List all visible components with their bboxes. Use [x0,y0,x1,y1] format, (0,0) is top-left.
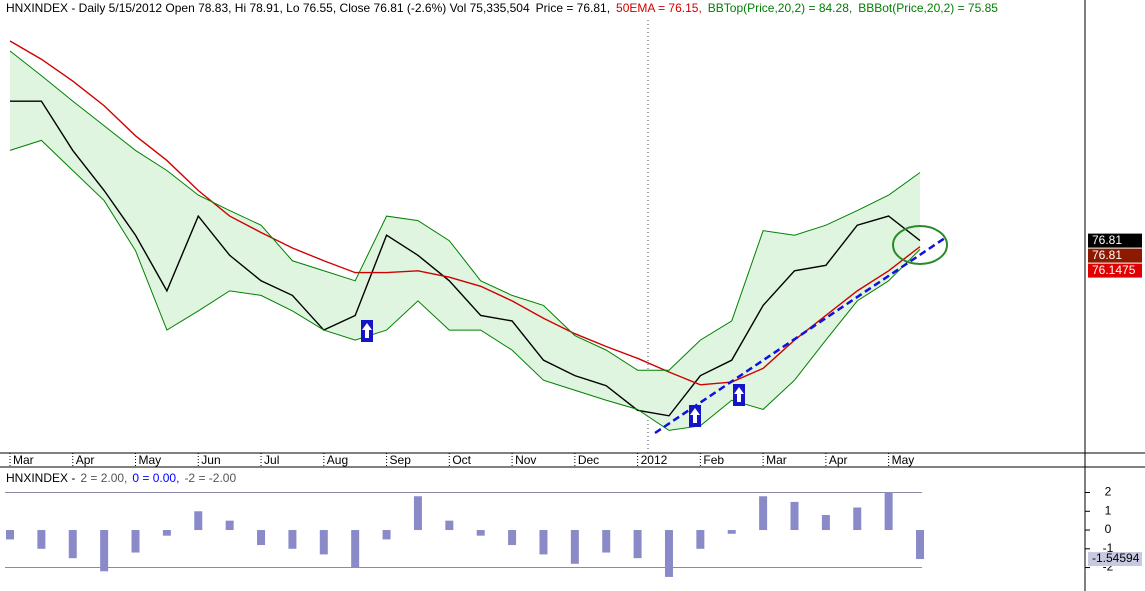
price-line [10,100,921,417]
oscillator-bar [633,530,642,559]
osc-title: HNXINDEX - [6,471,75,485]
bb-top-line [9,50,921,371]
level-label: -2 = -2.00 [184,471,236,485]
x-tick-label: Dec [578,453,599,467]
bollinger-band-fill [10,51,921,431]
oscillator-bar [759,496,768,531]
oscillator-bar [727,530,736,534]
main-panel [9,40,921,431]
y-tick-label: -2 [1103,560,1114,574]
oscillator-bar [696,530,705,549]
oscillator-bar [664,530,673,577]
oscillator-bar [6,530,14,540]
oscillator-bar [508,530,517,546]
oscillator-bar [131,530,140,553]
x-tick-label: May [892,453,915,467]
oscillator-bar [790,501,799,531]
oscillator-bar [570,530,579,564]
oscillator-bar [319,530,328,555]
x-tick-label: Apr [76,453,95,467]
oscillator-bar [225,520,234,531]
legend-entry: 50EMA = 76.15, [616,1,702,15]
y-tick-label: -1 [1103,541,1114,555]
buy-signal [733,384,745,406]
last-value-box [1088,233,1142,248]
x-tick-label: Feb [703,453,724,467]
legend-entry: Price = 76.81, [536,1,610,15]
x-tick-label: Sep [390,453,412,467]
x-tick-label: Nov [515,453,536,467]
y-tick-label: 1 [1105,503,1112,517]
x-tick-label: Jul [264,453,279,467]
oscillator-bar [884,492,893,531]
oscillator-bar [194,511,203,531]
osc-header: HNXINDEX - 2 = 2.00, 0 = 0.00, -2 = -2.00 [6,471,236,485]
buy-signal [689,405,701,427]
oscillator-bar [68,530,77,559]
oscillator-bar [602,530,611,553]
oscillator-bar [445,520,454,531]
trend-line [654,236,946,435]
legend-entry: BBBot(Price,20,2) = 75.85 [858,1,998,15]
oscillator-bar [288,530,297,549]
x-tick-label: Jun [201,453,220,467]
last-value-box [1088,552,1142,567]
last-value-label: 76.81 [1092,233,1122,247]
chart-title: HNXINDEX - Daily 5/15/2012 Open 78.83, H… [6,1,530,15]
y-tick-label: 0 [1105,522,1112,536]
legend-entry: BBTop(Price,20,2) = 84.28, [708,1,852,15]
oscillator-bar [476,530,485,536]
oscillator-bar [257,530,266,546]
x-tick-label: 2012 [641,453,668,467]
last-value-label: 76.81 [1092,248,1122,262]
oscillator-bar [100,530,109,572]
last-value-box [1088,248,1142,263]
last-value-label: -1.54594 [1092,551,1140,565]
chart-header: HNXINDEX - Daily 5/15/2012 Open 78.83, H… [6,1,998,15]
oscillator-bar [382,530,391,540]
x-tick-label: Mar [766,453,787,467]
x-tick-label: Apr [829,453,848,467]
highlight-circle [892,225,948,265]
x-tick-label: May [139,453,162,467]
level-label: 2 = 2.00, [80,471,127,485]
bb-bottom-line [9,139,921,431]
oscillator-bar [539,530,548,555]
last-value-label: 76.1475 [1092,263,1136,277]
x-tick-label: Aug [327,453,348,467]
y-tick-label: 2 [1105,485,1112,499]
buy-signal [361,320,373,342]
oscillator-bar [37,530,46,549]
last-value-box [1088,263,1142,278]
oscillator-bar [413,496,422,531]
oscillator-bar [162,530,171,536]
oscillator-bar [853,507,862,531]
oscillator-bar [351,530,360,568]
oscillator-bar [916,530,925,560]
oscillator-bar [821,515,830,531]
x-tick-label: Mar [13,453,34,467]
x-tick-label: Oct [452,453,471,467]
ema-line [9,40,921,386]
level-label: 0 = 0.00, [132,471,179,485]
